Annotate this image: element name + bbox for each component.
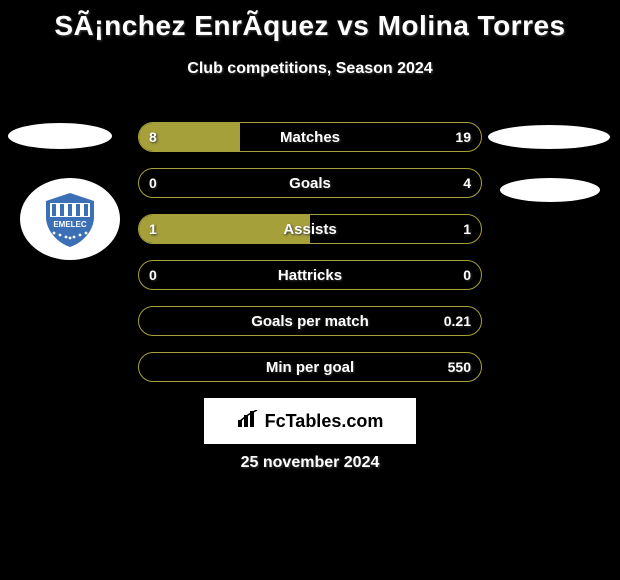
bar-label: Min per goal: [139, 353, 481, 381]
page-title: SÃ¡nchez EnrÃ­quez vs Molina Torres: [0, 0, 620, 42]
bar-label: Goals per match: [139, 307, 481, 335]
fctables-badge: FcTables.com: [204, 398, 416, 444]
stat-bar: 0Hattricks0: [138, 260, 482, 290]
stat-bar: Goals per match0.21: [138, 306, 482, 336]
stat-bar: 1Assists1: [138, 214, 482, 244]
fctables-label: FcTables.com: [265, 411, 384, 432]
bar-value-right: 4: [463, 169, 471, 197]
chart-icon: [237, 410, 259, 433]
bar-label: Matches: [139, 123, 481, 151]
page-subtitle: Club competitions, Season 2024: [0, 60, 620, 78]
shield-icon: EMELEC: [40, 189, 100, 249]
bar-label: Goals: [139, 169, 481, 197]
bar-value-right: 550: [448, 353, 471, 381]
stat-bar: 8Matches19: [138, 122, 482, 152]
club-logo-text: EMELEC: [53, 220, 87, 229]
bar-label: Hattricks: [139, 261, 481, 289]
club-logo-left: EMELEC: [20, 178, 120, 260]
bar-value-right: 0: [463, 261, 471, 289]
stat-bar: 0Goals4: [138, 168, 482, 198]
bar-value-right: 19: [455, 123, 471, 151]
footer-date: 25 november 2024: [0, 454, 620, 472]
bar-value-right: 0.21: [444, 307, 471, 335]
bar-label: Assists: [139, 215, 481, 243]
stat-bar: Min per goal550: [138, 352, 482, 382]
bar-value-right: 1: [463, 215, 471, 243]
ellipse-shape: [488, 125, 610, 149]
ellipse-shape: [8, 123, 112, 149]
ellipse-shape: [500, 178, 600, 202]
comparison-bars: 8Matches190Goals41Assists10Hattricks0Goa…: [138, 122, 482, 398]
